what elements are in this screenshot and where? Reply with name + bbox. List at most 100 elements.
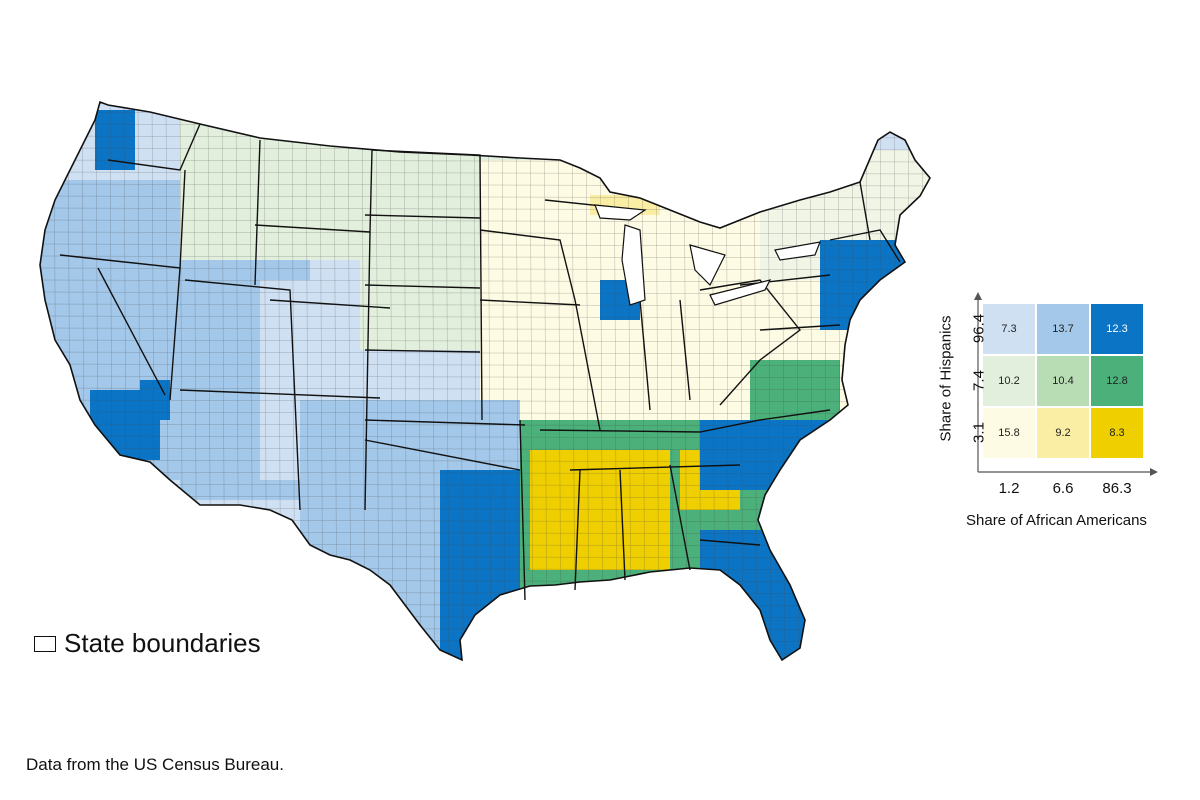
county-line xyxy=(40,111,930,115)
cell-value: 8.3 xyxy=(1109,427,1125,439)
county-line xyxy=(40,363,930,367)
county-line xyxy=(40,423,930,427)
cell-value: 13.7 xyxy=(1052,323,1074,335)
lake-ontario xyxy=(774,241,821,261)
state-border-ca-nv xyxy=(169,267,181,401)
x-axis-arrow-icon xyxy=(1150,468,1158,476)
county-line xyxy=(431,102,436,660)
county-line xyxy=(40,219,930,223)
county-line xyxy=(40,339,930,343)
county-line xyxy=(40,102,930,103)
cell-value: 10.4 xyxy=(1052,375,1074,387)
bivariate-axes xyxy=(974,292,1158,476)
source-note: Data from the US Census Bureau. xyxy=(26,755,284,774)
county-line xyxy=(445,102,450,660)
region-ny-nj xyxy=(820,240,910,330)
state-border-pa-md xyxy=(759,324,841,331)
state-border-new-england xyxy=(829,229,901,263)
county-line xyxy=(40,315,930,319)
cell-value: 10.2 xyxy=(998,375,1020,387)
state-border-tn-north xyxy=(539,409,831,433)
region-las-vegas xyxy=(140,380,170,420)
state-border-fl-ga xyxy=(699,539,761,546)
bivariate-cell-bottom-left: 15.8 xyxy=(983,408,1035,458)
x-axis-label: Share of African Americans xyxy=(966,512,1147,529)
region-florida xyxy=(700,530,810,660)
cell-value: 12.8 xyxy=(1106,375,1128,387)
county-line xyxy=(40,102,44,660)
state-boundaries xyxy=(59,123,901,601)
county-line xyxy=(53,102,58,660)
county-line xyxy=(473,102,478,660)
state-border-ca-nv-diag xyxy=(97,267,166,396)
lake-huron xyxy=(689,244,726,287)
county-line xyxy=(501,102,506,660)
bivariate-cell-top-right: 12.3 xyxy=(1091,304,1143,354)
cell-value: 12.3 xyxy=(1106,323,1128,335)
state-border-nd-sd xyxy=(364,214,481,219)
county-line xyxy=(529,102,534,660)
state-border-az-nm-top xyxy=(179,389,381,399)
bivariate-cell-middle-left: 10.2 xyxy=(983,356,1035,406)
cell-value: 7.3 xyxy=(1001,323,1017,335)
state-boundaries-label: State boundaries xyxy=(64,628,261,658)
state-border-tx-la xyxy=(519,419,526,601)
state-border-id-mt xyxy=(254,139,261,286)
state-border-vt-nh xyxy=(859,181,871,241)
county-line xyxy=(40,375,930,379)
state-border-ms-la xyxy=(574,469,581,591)
x-tick-low: 1.2 xyxy=(998,480,1020,497)
state-border-ok-tx xyxy=(364,439,521,471)
county-line xyxy=(40,447,930,451)
state-border-ms-al xyxy=(569,464,741,471)
y-axis-label: Share of Hispanics xyxy=(937,315,955,442)
y-axis-arrow-icon xyxy=(974,292,982,300)
county-line xyxy=(40,387,930,391)
state-border-il-in xyxy=(639,299,651,411)
state-border-ms-al-v xyxy=(619,469,626,581)
county-line xyxy=(543,102,548,660)
region-carolinas xyxy=(700,420,830,490)
county-line xyxy=(40,327,930,331)
bivariate-cell-bottom-right: 8.3 xyxy=(1091,408,1143,458)
county-line xyxy=(40,399,930,403)
y-tick-low: 3.1 xyxy=(970,422,988,443)
y-tick-high: 96.4 xyxy=(970,313,988,344)
state-border-mn-ia xyxy=(479,229,576,301)
county-line xyxy=(30,676,940,678)
state-border-mo-il xyxy=(574,299,601,431)
bivariate-cell-top-middle: 13.7 xyxy=(1037,304,1089,354)
state-border-ks-ok xyxy=(364,419,526,426)
bivariate-cell-middle-middle: 10.4 xyxy=(1037,356,1089,406)
state-border-al-ga xyxy=(669,464,691,571)
county-line xyxy=(40,291,930,295)
county-line xyxy=(487,102,492,660)
x-tick-mid: 6.6 xyxy=(1052,480,1074,497)
state-border-dakotas-east xyxy=(371,149,483,421)
x-tick-high: 86.3 xyxy=(1102,480,1132,497)
great-lakes xyxy=(594,204,821,306)
state-border-co-top xyxy=(269,299,391,309)
county-line xyxy=(40,267,930,271)
bivariate-cell-bottom-middle: 9.2 xyxy=(1037,408,1089,458)
state-border-wa-or xyxy=(107,123,201,171)
state-border-plains-west xyxy=(364,231,371,511)
state-border-ut-az xyxy=(184,279,301,511)
county-line xyxy=(40,435,930,439)
county-line xyxy=(40,411,930,415)
county-line xyxy=(417,102,422,660)
region-deep-south xyxy=(530,450,670,570)
cell-value: 9.2 xyxy=(1055,427,1071,439)
lake-superior xyxy=(594,204,647,221)
state-border-in-oh xyxy=(679,299,691,401)
bivariate-cell-middle-right: 12.8 xyxy=(1091,356,1143,406)
state-border-ohio-wv xyxy=(699,279,801,406)
region-east-texas xyxy=(440,470,530,660)
lake-erie xyxy=(709,279,772,306)
cell-value: 15.8 xyxy=(998,427,1020,439)
county-line xyxy=(40,351,930,355)
state-border-ia-mo xyxy=(479,299,581,306)
county-line xyxy=(30,664,940,666)
county-line xyxy=(40,207,930,211)
